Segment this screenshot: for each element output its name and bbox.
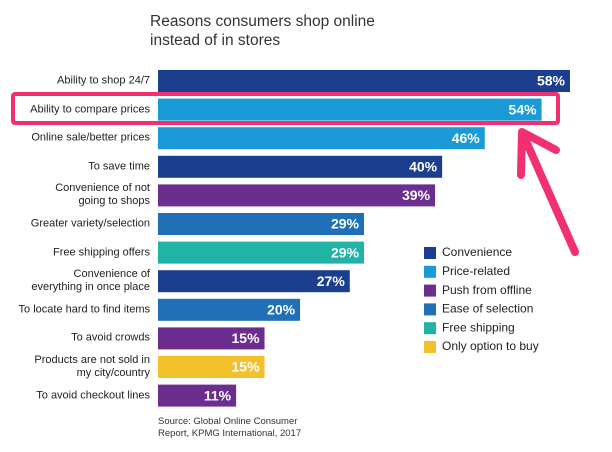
legend-label: Price-related [442, 264, 510, 278]
legend-swatch [424, 247, 436, 259]
bar [158, 327, 265, 350]
bar [158, 241, 364, 264]
bar [158, 270, 350, 293]
category-label: Free shipping offers [52, 246, 150, 259]
category-label: To save time [88, 160, 150, 173]
bar [158, 155, 443, 178]
value-label: 39% [402, 187, 431, 203]
value-label: 58% [537, 73, 566, 89]
bar [158, 384, 237, 407]
category-label: To locate hard to find items [18, 303, 150, 316]
category-label: Ability to compare prices [30, 103, 150, 116]
legend-swatch [424, 341, 436, 353]
value-label: 29% [331, 244, 360, 260]
legend-swatch [424, 322, 436, 335]
category-label: Products are not sold in my city/country [34, 354, 150, 379]
value-label: 46% [452, 130, 481, 146]
legend-swatch [424, 265, 436, 278]
highlight-box [11, 92, 560, 125]
bar [158, 298, 301, 321]
category-label: Convenience of not going to shops [55, 182, 150, 208]
bar [158, 356, 265, 378]
legend-label: Only option to buy [442, 339, 539, 353]
category-label: Online sale/better prices [31, 131, 150, 144]
legend-swatch [424, 284, 436, 297]
legend-label: Convenience [442, 245, 512, 259]
category-label: To avoid crowds [71, 331, 150, 344]
value-label: 11% [204, 387, 232, 403]
chart-title: Reasons consumers shop online instead of… [150, 13, 375, 49]
bar [158, 213, 364, 235]
category-label: Convenience of everything in once place [31, 268, 150, 294]
source-note: Source: Global Online Consumer Report, K… [158, 416, 302, 439]
bar [158, 98, 542, 121]
value-label: 29% [331, 216, 360, 232]
category-label: Ability to shop 24/7 [57, 74, 150, 87]
category-label: Greater variety/selection [30, 217, 150, 230]
arrow [517, 128, 579, 256]
category-label: To avoid checkout lines [36, 389, 150, 402]
legend-label: Push from offline [442, 283, 532, 297]
value-label: 20% [267, 302, 296, 318]
legend-label: Free shipping [442, 320, 515, 334]
legend-swatch [424, 303, 436, 316]
value-label: 15% [232, 359, 261, 375]
legend-label: Ease of selection [442, 302, 533, 316]
value-label: 15% [232, 330, 261, 346]
value-label: 54% [509, 101, 538, 117]
bar [158, 184, 436, 207]
value-label: 40% [409, 159, 438, 175]
value-label: 27% [317, 273, 346, 289]
bar [158, 127, 485, 150]
bar [158, 70, 570, 92]
